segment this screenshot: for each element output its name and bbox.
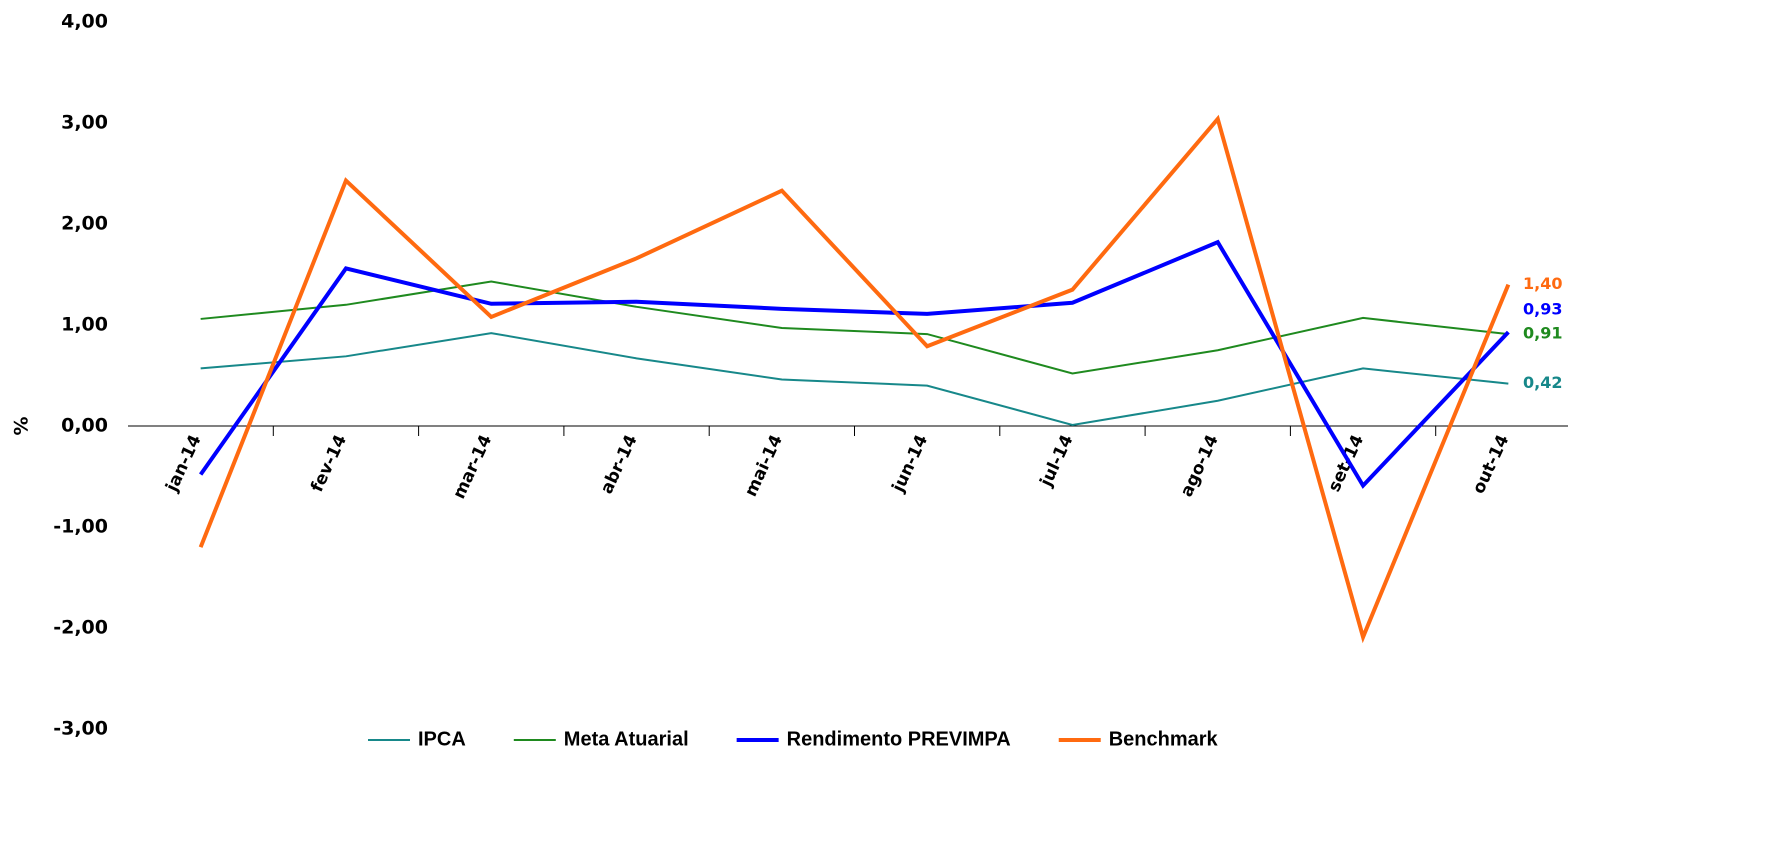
- y-tick-label: 1,00: [61, 314, 108, 336]
- value-label: 1,40: [1523, 274, 1562, 293]
- x-tick-label: abr-14: [597, 432, 642, 497]
- y-axis-title: %: [11, 416, 33, 435]
- y-tick-label: -3,00: [53, 718, 108, 740]
- x-tick-label: jan-14: [162, 432, 206, 496]
- x-tick-label: jul-14: [1036, 432, 1078, 491]
- y-tick-label: 0,00: [61, 415, 108, 437]
- value-label: 0,93: [1523, 300, 1562, 319]
- x-tick-label: out-14: [1469, 432, 1514, 497]
- legend-label: Meta Atuarial: [564, 728, 689, 750]
- y-tick-label: -1,00: [53, 516, 108, 538]
- x-tick-label: mai-14: [741, 432, 787, 500]
- legend-label: IPCA: [418, 728, 466, 750]
- x-tick-label: mar-14: [449, 432, 496, 502]
- y-tick-label: 4,00: [61, 11, 108, 33]
- y-tick-label: 3,00: [61, 112, 108, 134]
- series-line: [200, 332, 1509, 427]
- series-line: [198, 114, 1511, 644]
- x-tick-label: fev-14: [307, 432, 351, 496]
- x-tick-label: ago-14: [1177, 432, 1223, 500]
- value-label: 0,42: [1523, 373, 1562, 392]
- x-tick-label: jun-14: [888, 432, 932, 497]
- legend-label: Benchmark: [1109, 728, 1219, 750]
- legend-label: Rendimento PREVIMPA: [787, 728, 1011, 750]
- series-line: [199, 239, 1510, 489]
- series-line: [200, 280, 1509, 375]
- y-tick-label: 2,00: [61, 213, 108, 235]
- value-label: 0,91: [1523, 324, 1562, 343]
- y-tick-label: -2,00: [53, 617, 108, 639]
